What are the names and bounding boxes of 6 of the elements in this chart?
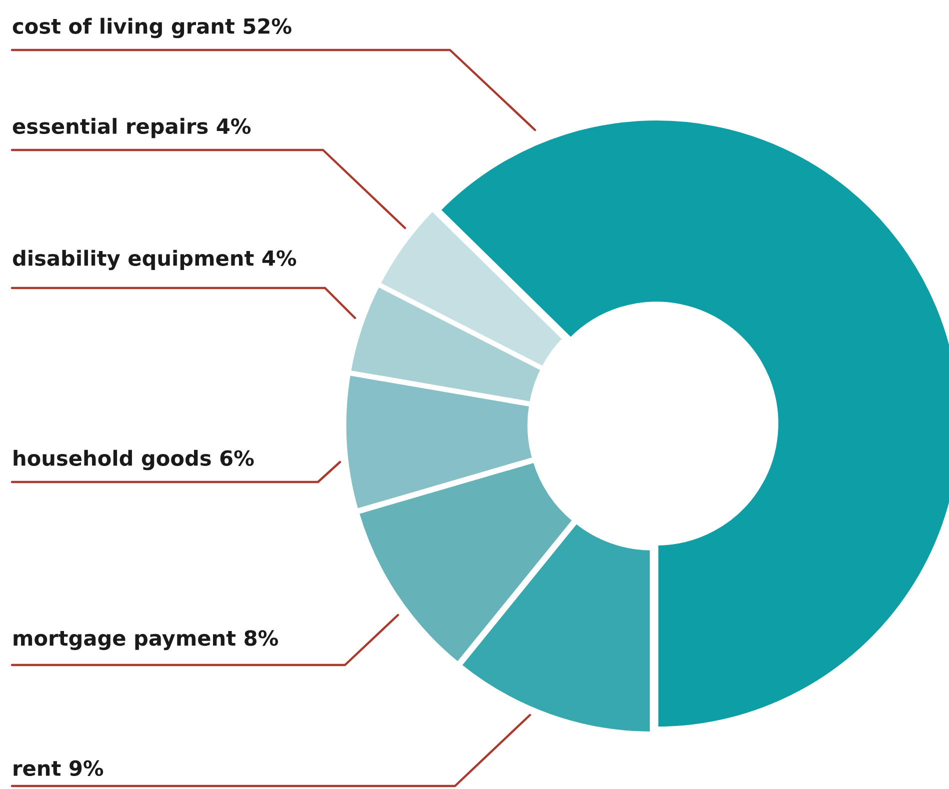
slice-label: disability equipment 4% [12, 250, 296, 270]
slice-label: essential repairs 4% [12, 118, 251, 138]
slice-label: household goods 6% [14, 450, 254, 470]
slice-label: mortgage payment 8% [14, 630, 278, 650]
slice-label: rent 9% [14, 760, 104, 776]
slice-label: cost of living grant 52% [12, 18, 292, 38]
